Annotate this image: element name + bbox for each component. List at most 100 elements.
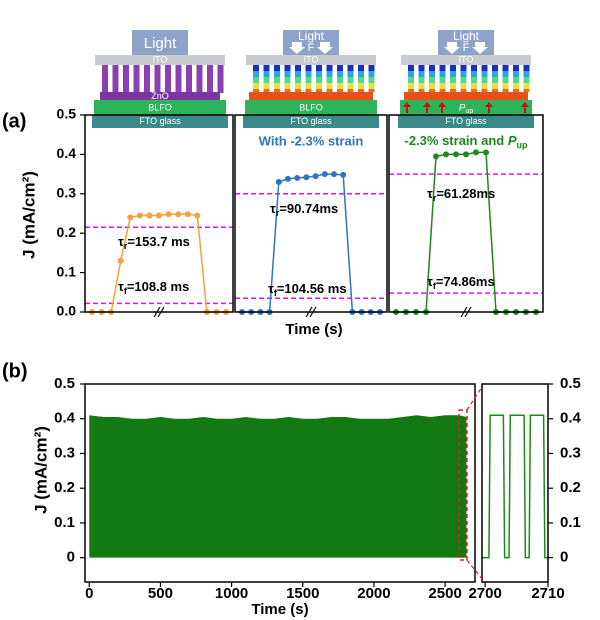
nanorod: [274, 83, 280, 89]
nanorod: [460, 71, 467, 77]
y-tick-label: 0.5: [560, 375, 581, 392]
y-tick-label: 0.2: [54, 479, 75, 496]
nanorod: [481, 65, 488, 71]
y-tick-label: 0: [560, 549, 568, 566]
annotation: τr=153.7 ms: [118, 234, 190, 251]
y-tick-label: 0.4: [54, 410, 76, 427]
nanorod: [263, 65, 270, 71]
y-tick-label: 0.1: [54, 514, 75, 531]
nanorod-tip: [429, 89, 435, 92]
data-point: [285, 175, 291, 182]
force-arrow: [444, 42, 460, 54]
annotation: τr=61.28ms: [427, 186, 495, 203]
nanorod: [450, 83, 456, 89]
annotation-value: =104.56 ms: [277, 281, 347, 296]
y-tick-label: 0.5: [57, 106, 77, 122]
panel-title-sub: up: [516, 140, 527, 150]
plot-frame: [388, 114, 544, 313]
nanorod: [263, 83, 270, 89]
nanorod-tip: [439, 89, 446, 92]
nanorod: [253, 77, 259, 83]
zno-label: ZnO: [151, 91, 169, 101]
polarization-symbol: P: [459, 103, 466, 114]
data-point: [340, 171, 347, 178]
nanorod: [481, 83, 488, 89]
blfo-layer: [245, 100, 377, 115]
zno-layer: [100, 92, 220, 101]
blfo-layer: [94, 100, 226, 115]
nanorod: [460, 65, 467, 71]
nanorod: [347, 71, 354, 77]
data-point: [453, 151, 459, 158]
x-tick-label: 2000: [357, 585, 390, 602]
annotation-symbol: τ: [268, 281, 274, 296]
blfo-label: BLFO: [148, 102, 172, 112]
data-point: [303, 174, 310, 181]
polarization-arrow: [521, 102, 529, 113]
nanorod-tip: [418, 89, 425, 92]
nanorod: [439, 71, 446, 77]
nanorod: [295, 71, 301, 77]
nanorod: [175, 65, 182, 93]
force-arrow: [289, 42, 305, 54]
force-label: F: [463, 42, 470, 54]
nanorod: [263, 77, 270, 83]
panel-label: (b): [2, 360, 28, 382]
panel-title-symbol: P: [508, 133, 517, 148]
y-tick-label: 0.2: [57, 224, 77, 240]
ito-layer: [95, 55, 225, 65]
polarization-arrow: [438, 102, 446, 113]
data-area: [89, 415, 467, 558]
nanorod: [358, 71, 364, 77]
nanorod: [144, 65, 150, 93]
nanorod: [523, 65, 530, 71]
nanorod: [186, 65, 192, 93]
nanorod: [523, 77, 530, 83]
annotation-value: =90.74ms: [279, 201, 338, 216]
nanorod: [368, 71, 375, 77]
nanorod: [460, 83, 467, 89]
nanorod: [513, 77, 519, 83]
nanorod: [358, 77, 364, 83]
y-tick-label: 0.1: [57, 263, 77, 279]
nanorod: [305, 83, 312, 89]
nanorod: [123, 65, 129, 93]
nanorod: [502, 65, 509, 71]
light-label: Light: [453, 29, 480, 43]
y-axis-label: J (mA/cm²): [19, 171, 38, 259]
nanorod: [492, 83, 498, 89]
y-tick-label: 0.3: [57, 185, 77, 201]
nanorod: [133, 65, 140, 93]
nanorod: [492, 71, 498, 77]
data-point: [175, 211, 182, 218]
nanorod: [523, 71, 530, 77]
force-arrow: [472, 42, 488, 54]
nanorod-tip: [347, 89, 354, 92]
data-point: [483, 149, 489, 156]
annotation-value: =108.8 ms: [127, 279, 190, 294]
x-axis-label: Time (s): [285, 321, 342, 338]
data-point: [463, 151, 469, 158]
panel-title: With -2.3% strain: [259, 133, 364, 148]
panel-title-text: -2.3% strain and: [405, 133, 508, 148]
nanorod: [523, 83, 530, 89]
polarization-arrow: [485, 102, 493, 113]
annotation: τr=90.74ms: [270, 201, 338, 218]
blfo-layer: [400, 100, 532, 115]
nanorod-tip: [253, 89, 259, 92]
nanorod: [368, 65, 375, 71]
nanorod: [253, 83, 259, 89]
nanorod: [429, 71, 435, 77]
nanorod: [305, 71, 312, 77]
y-tick-label: 0.5: [54, 375, 75, 392]
nanorod-tip: [471, 89, 477, 92]
nanorod: [347, 83, 354, 89]
panel-title: -2.3% strain and Pup: [405, 133, 528, 150]
annotation: τf=74.86ms: [427, 274, 495, 291]
nanorod: [284, 65, 291, 71]
nanorod: [439, 77, 446, 83]
nanorod: [418, 65, 425, 71]
charge-layer: [249, 92, 373, 100]
nanorod-tip: [326, 89, 333, 92]
